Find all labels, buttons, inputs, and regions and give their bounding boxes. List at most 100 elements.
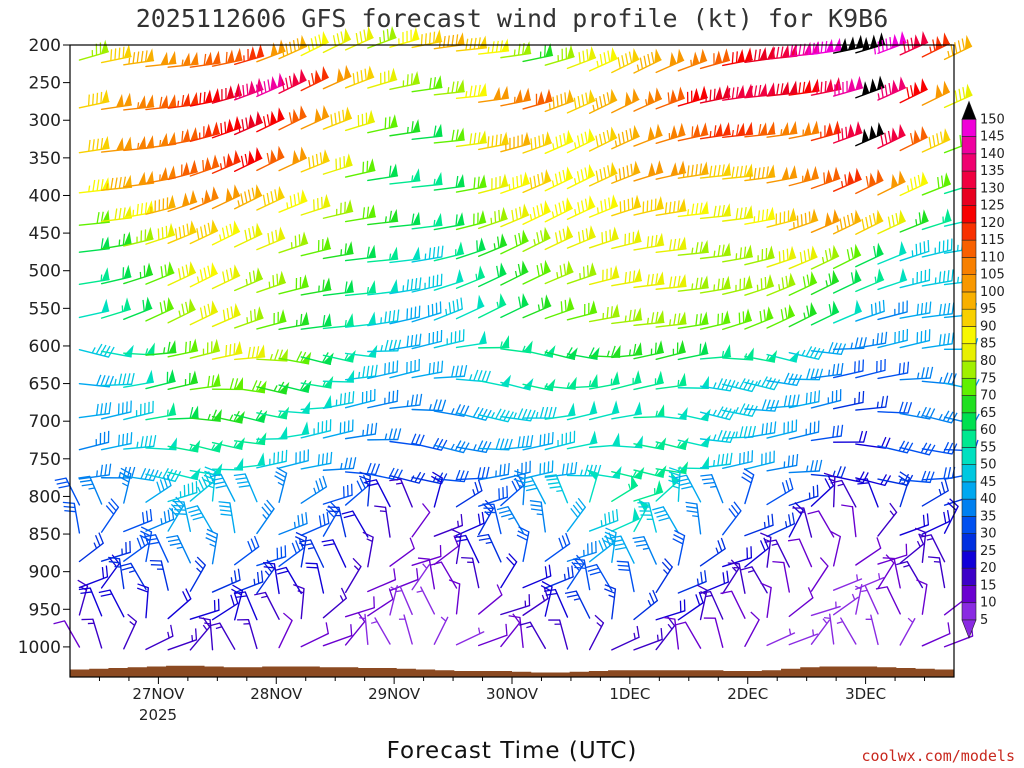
barb-full — [563, 133, 567, 145]
barb-full — [918, 212, 922, 224]
barb-half — [362, 429, 365, 437]
barb-shaft — [766, 523, 796, 538]
barb-full — [118, 373, 123, 385]
barb-full — [149, 509, 153, 521]
wind-barb — [389, 211, 421, 228]
barb-pennant — [891, 33, 900, 49]
barb-half — [672, 485, 680, 489]
barb-pennant — [300, 231, 309, 247]
barb-pennant — [499, 206, 508, 222]
barb-full — [374, 422, 378, 435]
barb-full — [924, 302, 928, 314]
y-tick-label: 650 — [29, 375, 61, 395]
barb-half — [710, 485, 717, 488]
barb-full — [326, 512, 330, 524]
barb-full — [783, 372, 790, 384]
wind-barb — [389, 537, 415, 567]
barb-shaft — [455, 583, 461, 615]
barb-full — [677, 313, 681, 325]
barb-full — [285, 449, 288, 462]
wind-barb — [855, 573, 885, 590]
barb-full — [643, 55, 647, 68]
barb-shaft — [810, 399, 842, 409]
barb-half — [579, 273, 581, 280]
barb-shaft — [455, 477, 488, 481]
x-tick-label: 1DEC — [609, 685, 650, 703]
wind-barb — [322, 483, 353, 505]
barb-full — [481, 466, 486, 479]
wind-barb — [500, 340, 533, 354]
barb-pennant — [521, 260, 529, 276]
wind-barb — [234, 344, 266, 361]
barb-pennant — [899, 268, 907, 283]
barb-half — [379, 37, 382, 44]
barb-full — [675, 474, 687, 479]
wind-barb — [699, 275, 731, 294]
barb-full — [460, 297, 463, 310]
barb-full — [414, 334, 418, 346]
barb-full — [450, 528, 462, 535]
barb-pennant — [123, 92, 132, 107]
barb-full — [230, 306, 234, 318]
barb-full — [213, 481, 226, 485]
barb-half — [715, 547, 719, 554]
barb-half — [128, 57, 131, 65]
barb-half — [803, 312, 806, 319]
wind-barb — [416, 586, 436, 615]
barb-shaft — [73, 502, 81, 534]
barb-full — [632, 536, 644, 540]
barb-half — [307, 45, 311, 52]
wind-barb — [522, 294, 552, 319]
barb-full — [469, 85, 473, 98]
credit-link[interactable]: coolwx.com/models — [861, 747, 1015, 765]
wind-barb — [256, 545, 287, 567]
barb-shaft — [500, 445, 532, 451]
barb-full — [165, 225, 168, 238]
barb-full — [169, 542, 182, 546]
barb-full — [148, 469, 155, 481]
barb-full — [564, 299, 567, 312]
barb-pennant — [254, 146, 263, 162]
barb-shaft — [803, 507, 813, 538]
barb-full — [518, 526, 530, 533]
barb-full — [733, 501, 742, 512]
wind-barb — [78, 587, 103, 617]
barb-full — [196, 556, 206, 566]
barb-full — [594, 614, 604, 624]
barb-pennant — [544, 131, 552, 146]
wind-barb — [367, 568, 397, 593]
barb-full — [96, 403, 99, 416]
wind-barb — [832, 209, 862, 235]
barb-pennant — [521, 203, 530, 219]
barb-full — [233, 570, 237, 582]
barb-shaft — [662, 506, 680, 534]
barb-full — [910, 37, 914, 50]
colorbar-label: 125 — [980, 199, 1005, 214]
barb-pennant — [168, 50, 177, 65]
barb-full — [458, 441, 466, 452]
barb-full — [186, 505, 198, 510]
barb-full — [747, 425, 752, 438]
wind-barb — [189, 121, 221, 143]
barb-shaft — [620, 535, 635, 564]
barb-full — [652, 506, 664, 511]
barb-pennant — [632, 124, 640, 140]
barb-half — [676, 441, 682, 448]
wind-barb — [455, 294, 485, 320]
barb-pennant — [323, 277, 332, 292]
colorbar-swatch — [961, 412, 977, 431]
barb-shaft — [428, 558, 436, 590]
wind-barb — [411, 123, 443, 140]
barb-shaft — [783, 561, 790, 593]
barb-half — [938, 413, 943, 421]
barb-full — [251, 226, 256, 238]
wind-barb — [327, 506, 347, 538]
barb-full — [564, 92, 567, 104]
wind-barb — [788, 420, 820, 440]
barb-full — [554, 232, 559, 244]
barb-full — [340, 31, 344, 43]
barb-full — [540, 203, 544, 215]
barb-pennant — [256, 43, 265, 59]
barb-full — [519, 206, 522, 219]
wind-barb — [522, 199, 551, 225]
